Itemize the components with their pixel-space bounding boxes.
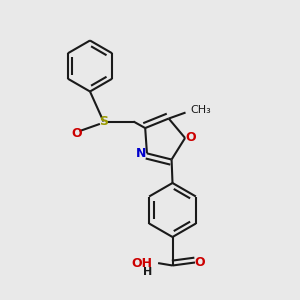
Text: O: O xyxy=(185,131,196,145)
Text: O: O xyxy=(71,127,82,140)
Text: N: N xyxy=(136,147,147,160)
Text: CH₃: CH₃ xyxy=(190,105,212,115)
Text: H: H xyxy=(143,267,152,277)
Text: O: O xyxy=(194,256,205,269)
Text: OH: OH xyxy=(131,256,152,270)
Text: S: S xyxy=(99,115,108,128)
